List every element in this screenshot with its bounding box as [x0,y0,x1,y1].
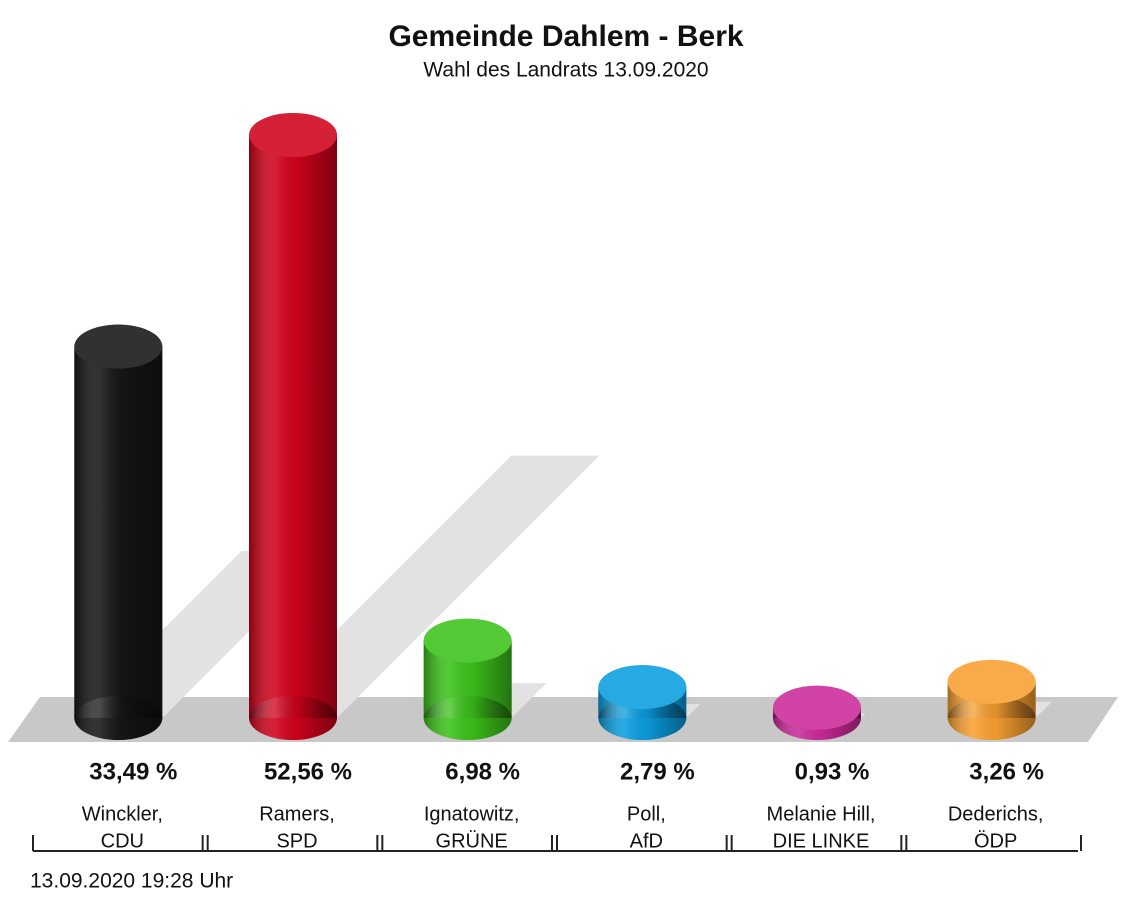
bar-top-light [598,665,687,710]
value-label: 6,98 % [445,758,520,785]
bar-top-light [74,324,163,369]
bar-top-light [773,685,861,730]
bar-top [947,659,1036,704]
category-label: AfD [630,830,663,852]
value-label: 52,56 % [264,758,352,785]
bars [74,113,1036,740]
bar-top [773,685,861,730]
bar-shade [249,135,337,718]
bar-top-light [423,618,512,663]
category-label: Dederichs, [948,803,1044,825]
value-label: 33,49 % [89,758,177,785]
category-label: ÖDP [974,830,1017,852]
value-label: 0,93 % [795,758,870,785]
category-label: SPD [276,830,317,852]
category-label: Ramers, [259,803,335,825]
value-label: 2,79 % [620,758,695,785]
chart-subtitle: Wahl des Landrats 13.09.2020 [423,59,708,82]
category-label: CDU [101,830,144,852]
category-label: Ignatowitz, [424,803,520,825]
footer: 13.09.2020 19:28 Uhr [30,870,233,893]
value-label: 3,26 % [969,758,1044,785]
category-label: GRÜNE [436,830,508,852]
category-label: DIE LINKE [773,830,870,852]
category-label: Poll, [627,803,666,825]
chart-title: Gemeinde Dahlem - Berk [388,20,743,53]
bar-top-light [947,659,1036,704]
category-label: Melanie Hill, [767,803,876,825]
bar-shade [74,346,163,718]
category-label: Winckler, [82,803,163,825]
bar-top-light [249,113,337,157]
bar-top [74,324,163,369]
bar-top [249,113,337,157]
bar-top [598,665,687,710]
bar-top [423,618,512,663]
